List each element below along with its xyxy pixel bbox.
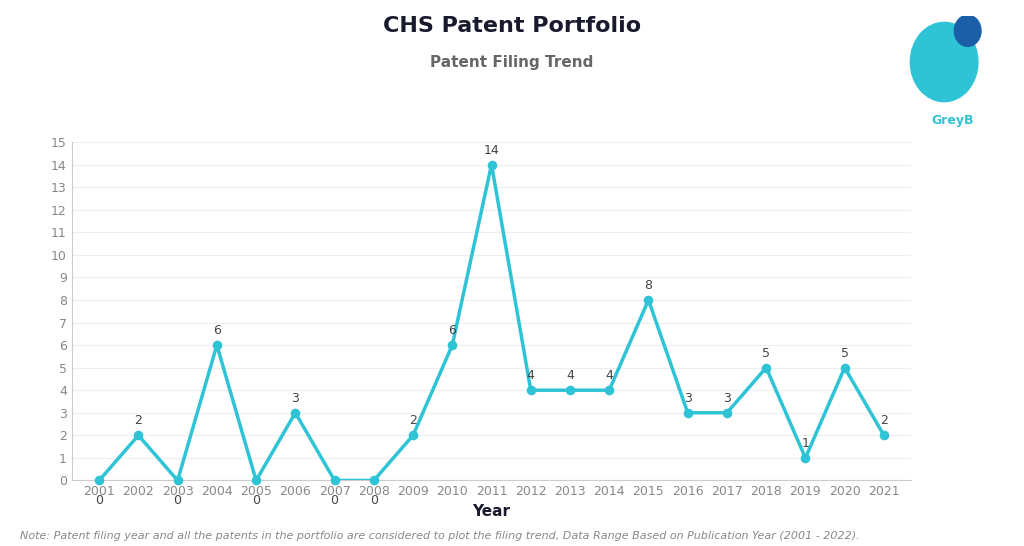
Text: 0: 0: [174, 494, 181, 507]
Point: [522, 386, 539, 395]
Text: 4: 4: [605, 369, 613, 382]
Point: [444, 341, 461, 349]
Point: [798, 454, 814, 462]
Point: [248, 476, 264, 485]
Point: [287, 408, 303, 417]
Point: [366, 476, 382, 485]
Text: 8: 8: [644, 279, 652, 292]
Point: [327, 476, 343, 485]
Text: 3: 3: [292, 392, 299, 405]
Text: 4: 4: [566, 369, 573, 382]
Text: 2: 2: [880, 414, 888, 428]
Text: 5: 5: [762, 347, 770, 360]
Text: Patent Filing Trend: Patent Filing Trend: [430, 55, 594, 69]
Text: CHS Patent Portfolio: CHS Patent Portfolio: [383, 16, 641, 37]
Point: [640, 295, 656, 304]
Circle shape: [910, 22, 978, 102]
Circle shape: [954, 15, 981, 46]
Point: [680, 408, 696, 417]
Point: [601, 386, 617, 395]
X-axis label: Year: Year: [472, 504, 511, 519]
Text: 0: 0: [331, 494, 339, 507]
Text: Note: Patent filing year and all the patents in the portfolio are considered to : Note: Patent filing year and all the pat…: [20, 531, 860, 541]
Text: 14: 14: [483, 144, 500, 157]
Point: [483, 160, 500, 169]
Text: 6: 6: [449, 324, 457, 337]
Point: [130, 431, 146, 440]
Point: [876, 431, 892, 440]
Text: 2: 2: [410, 414, 417, 428]
Point: [562, 386, 579, 395]
Text: 4: 4: [526, 369, 535, 382]
Text: 0: 0: [370, 494, 378, 507]
Text: 1: 1: [802, 437, 809, 450]
Text: 3: 3: [684, 392, 691, 405]
Point: [837, 363, 853, 372]
Point: [91, 476, 108, 485]
Text: 2: 2: [134, 414, 142, 428]
Text: 5: 5: [841, 347, 849, 360]
Text: GreyB: GreyB: [931, 114, 974, 127]
Text: 6: 6: [213, 324, 221, 337]
Point: [169, 476, 185, 485]
Text: 0: 0: [252, 494, 260, 507]
Point: [404, 431, 421, 440]
Point: [209, 341, 225, 349]
Point: [758, 363, 774, 372]
Text: 3: 3: [723, 392, 731, 405]
Text: 0: 0: [95, 494, 103, 507]
Point: [719, 408, 735, 417]
